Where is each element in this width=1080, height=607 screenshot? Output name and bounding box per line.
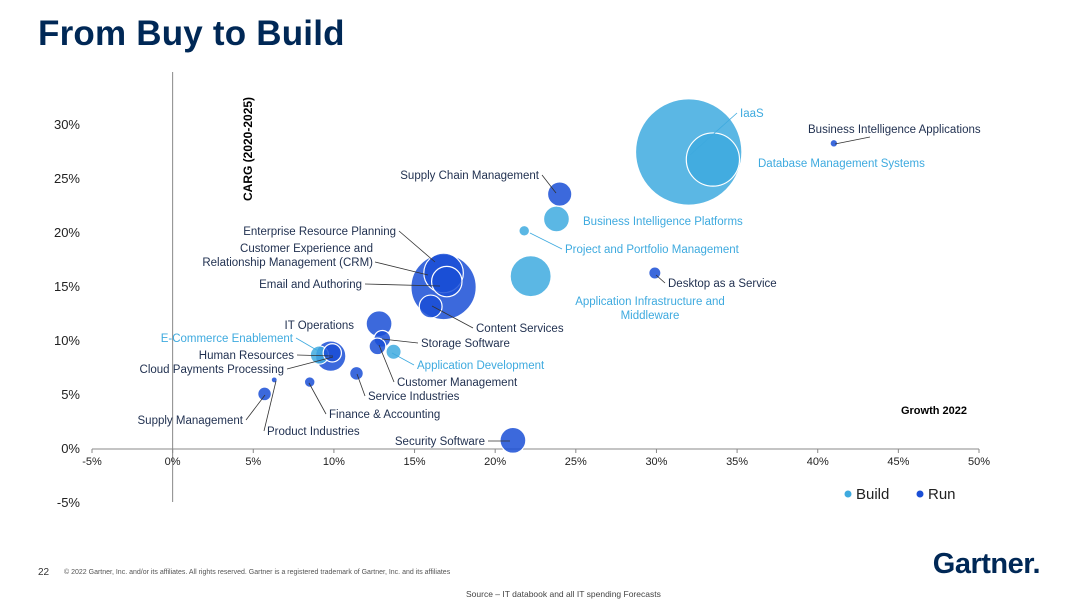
bubble-point <box>648 266 662 280</box>
bubble-point <box>499 426 527 454</box>
data-label: Content Services <box>476 323 564 335</box>
bubble-point <box>368 337 387 356</box>
data-label: Finance & Accounting <box>329 409 440 421</box>
data-label: Database Management Systems <box>758 158 925 170</box>
x-axis-label: Growth 2022 <box>901 405 967 417</box>
data-label: Email and Authoring <box>259 279 362 291</box>
x-tick-label: -5% <box>82 456 102 468</box>
data-label: Customer Management <box>397 377 518 389</box>
x-tick-label: 30% <box>645 456 667 468</box>
page-number: 22 <box>38 567 50 578</box>
y-tick-label: 5% <box>61 387 80 402</box>
bubble-point <box>303 376 316 388</box>
y-tick-label: 20% <box>54 225 80 240</box>
leader-line <box>431 305 474 329</box>
data-label: IT Operations <box>285 320 355 332</box>
gartner-logo: Gartner. <box>932 548 1041 580</box>
leader-line <box>689 112 738 156</box>
data-label: Business Intelligence Platforms <box>583 216 743 228</box>
data-label: Application Development <box>417 360 545 372</box>
leader-line <box>286 356 334 370</box>
data-label: Cloud Payments Processing <box>140 364 284 376</box>
legend-marker <box>844 490 852 498</box>
leader-lines <box>245 112 871 442</box>
leader-line <box>356 373 366 397</box>
y-tick-label: 0% <box>61 441 80 456</box>
leader-line <box>834 136 871 145</box>
bubble-point <box>418 294 443 319</box>
copyright-text: © 2022 Gartner, Inc. and/or its affiliat… <box>64 569 451 576</box>
legend-label: Run <box>928 486 956 503</box>
data-label: Supply Management <box>138 415 244 427</box>
data-label: Desktop as a Service <box>668 278 777 290</box>
y-tick-label: 30% <box>54 117 80 132</box>
leader-line <box>245 394 266 421</box>
leader-line <box>296 354 334 357</box>
x-tick-label: 10% <box>323 456 345 468</box>
data-label: E-Commerce Enablement <box>161 333 294 345</box>
x-tick-label: 35% <box>726 456 748 468</box>
x-tick-label: 20% <box>484 456 506 468</box>
leader-line <box>374 261 429 276</box>
bubble-point <box>509 255 552 298</box>
data-label: Supply Chain Management <box>400 170 540 182</box>
x-tick-label: 50% <box>968 456 990 468</box>
data-label: Security Software <box>395 436 485 448</box>
x-tick-label: 25% <box>565 456 587 468</box>
y-tick-label: 15% <box>54 279 80 294</box>
bubble-point <box>270 376 278 384</box>
leader-line <box>655 274 666 284</box>
leader-line <box>381 338 419 344</box>
x-tick-label: 40% <box>807 456 829 468</box>
legend-label: Build <box>856 486 889 503</box>
y-tick-label: 10% <box>54 333 80 348</box>
data-labels: IaaS Database Management Systems Business … <box>138 108 981 448</box>
leader-line <box>398 230 436 263</box>
data-label: Enterprise Resource Planning <box>243 226 396 238</box>
leader-line <box>295 337 321 353</box>
bubbles <box>257 98 839 454</box>
leader-line <box>364 283 441 287</box>
data-label: Service Industries <box>368 391 460 403</box>
bubble-point <box>257 386 273 402</box>
bubble-point <box>542 205 570 233</box>
data-label: Business Intelligence Applications <box>808 124 981 136</box>
bubble-point <box>546 181 573 207</box>
leader-line <box>378 344 395 383</box>
page-title: From Buy to Build <box>38 14 345 53</box>
leader-line <box>391 352 415 366</box>
leader-line <box>263 380 277 432</box>
data-label: Project and Portfolio Management <box>565 244 740 256</box>
bubble-point <box>349 365 364 381</box>
x-tick-label: 45% <box>887 456 909 468</box>
x-tick-label: 5% <box>245 456 261 468</box>
data-label: IaaS <box>740 108 764 120</box>
data-label: Application Infrastructure and Middleware <box>575 296 725 322</box>
data-label: Storage Software <box>421 338 510 350</box>
bubble-point <box>322 343 343 363</box>
data-label: Product Industries <box>267 426 360 438</box>
leader-line <box>541 174 557 194</box>
leader-line <box>529 232 563 250</box>
bubble-point <box>430 265 463 298</box>
data-label: Human Resources <box>199 350 294 362</box>
bubble-point <box>685 132 741 187</box>
x-tick-label: 15% <box>404 456 426 468</box>
data-label: Customer Experience and Relationship Mana… <box>202 243 373 269</box>
legend-marker <box>916 490 924 498</box>
y-axis-label: CARG (2020-2025) <box>241 97 255 201</box>
source-text: Source – IT databook and all IT spending… <box>466 589 661 599</box>
x-tick-label: 0% <box>165 456 181 468</box>
bubble-point <box>518 224 531 237</box>
axes: -5% 0% 5% 10% 15% 20% 25% 30% 35% 40% 45% 50%-5%0%5… <box>54 72 990 510</box>
y-tick-label: -5% <box>57 495 81 510</box>
y-tick-label: 25% <box>54 171 80 186</box>
legend: Build Run <box>844 486 956 503</box>
leader-line <box>308 382 327 415</box>
